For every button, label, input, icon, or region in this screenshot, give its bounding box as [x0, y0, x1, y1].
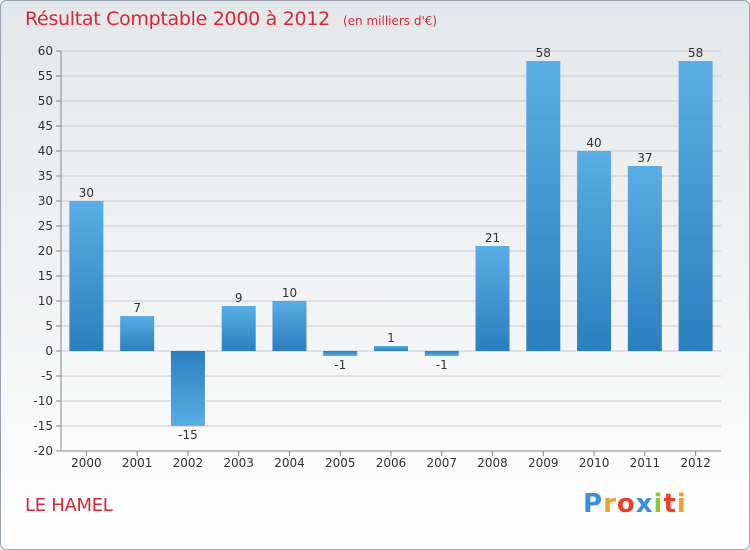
y-tick-label: 40: [38, 144, 53, 158]
y-tick-label: 25: [38, 219, 53, 233]
bar-2004: [272, 301, 307, 351]
x-tick-label-2001: 2001: [122, 456, 153, 470]
bar-2000: [69, 201, 104, 351]
y-tick-label: 10: [38, 294, 53, 308]
logo-letter: x: [635, 489, 654, 519]
logo-letter: r: [603, 489, 617, 519]
bar-2003: [221, 306, 256, 351]
y-tick-label: 15: [38, 269, 53, 283]
bar-2008: [475, 246, 510, 351]
y-tick-label: 0: [45, 344, 53, 358]
x-tick-label-2012: 2012: [680, 456, 711, 470]
bar-2006: [374, 346, 408, 351]
y-tick-label: -10: [33, 394, 53, 408]
bar-2001: [120, 316, 155, 351]
data-label-2002: -15: [178, 428, 198, 442]
bar-2009: [526, 61, 561, 351]
x-tick-label-2000: 2000: [71, 456, 102, 470]
y-tick-label: 55: [38, 69, 53, 83]
bar-2011: [627, 166, 662, 351]
data-label-2010: 40: [586, 136, 601, 150]
x-tick-label-2006: 2006: [376, 456, 407, 470]
chart-title: Résultat Comptable 2000 à 2012 (en milli…: [25, 8, 437, 30]
proxiti-logo: Proxiti: [583, 489, 687, 519]
data-label-2011: 37: [637, 151, 652, 165]
logo-letter: i: [676, 489, 687, 519]
chart-title-text: Résultat Comptable 2000 à 2012: [25, 8, 330, 30]
logo-letter: P: [583, 489, 604, 519]
x-tick-label-2009: 2009: [528, 456, 559, 470]
bar-2012: [678, 61, 713, 351]
y-tick-label: 30: [38, 194, 53, 208]
data-label-2007: -1: [436, 358, 448, 372]
data-label-2009: 58: [536, 46, 551, 60]
data-label-2004: 10: [282, 286, 297, 300]
y-tick-label: -20: [33, 444, 53, 458]
bar-2010: [577, 151, 612, 351]
y-tick-label: 35: [38, 169, 53, 183]
x-tick-label-2002: 2002: [173, 456, 204, 470]
y-tick-label: -5: [41, 369, 53, 383]
chart-unit-label: (en milliers d'€): [342, 14, 438, 28]
y-tick-label: 5: [45, 319, 53, 333]
y-tick-label: 45: [38, 119, 53, 133]
data-label-2006: 1: [387, 331, 395, 345]
y-tick-label: 20: [38, 244, 53, 258]
bar-2007: [424, 351, 459, 356]
bar-2005: [323, 351, 358, 356]
x-tick-label-2007: 2007: [426, 456, 457, 470]
data-label-2008: 21: [485, 231, 500, 245]
x-tick-label-2011: 2011: [630, 456, 661, 470]
y-tick-label: 60: [38, 44, 53, 58]
data-label-2001: 7: [133, 301, 141, 315]
x-tick-label-2010: 2010: [579, 456, 610, 470]
x-tick-label-2004: 2004: [274, 456, 305, 470]
y-tick-label: -15: [33, 419, 53, 433]
data-label-2000: 30: [79, 186, 94, 200]
logo-letter: t: [663, 489, 677, 519]
commune-name: LE HAMEL: [25, 495, 113, 516]
data-label-2003: 9: [235, 291, 243, 305]
logo-letter: o: [616, 489, 636, 519]
bar-2002: [170, 351, 205, 426]
x-tick-label-2003: 2003: [223, 456, 254, 470]
x-tick-label-2008: 2008: [477, 456, 508, 470]
x-tick-label-2005: 2005: [325, 456, 356, 470]
y-tick-label: 50: [38, 94, 53, 108]
data-label-2012: 58: [688, 46, 703, 60]
logo-letter: i: [653, 489, 664, 519]
data-label-2005: -1: [334, 358, 346, 372]
